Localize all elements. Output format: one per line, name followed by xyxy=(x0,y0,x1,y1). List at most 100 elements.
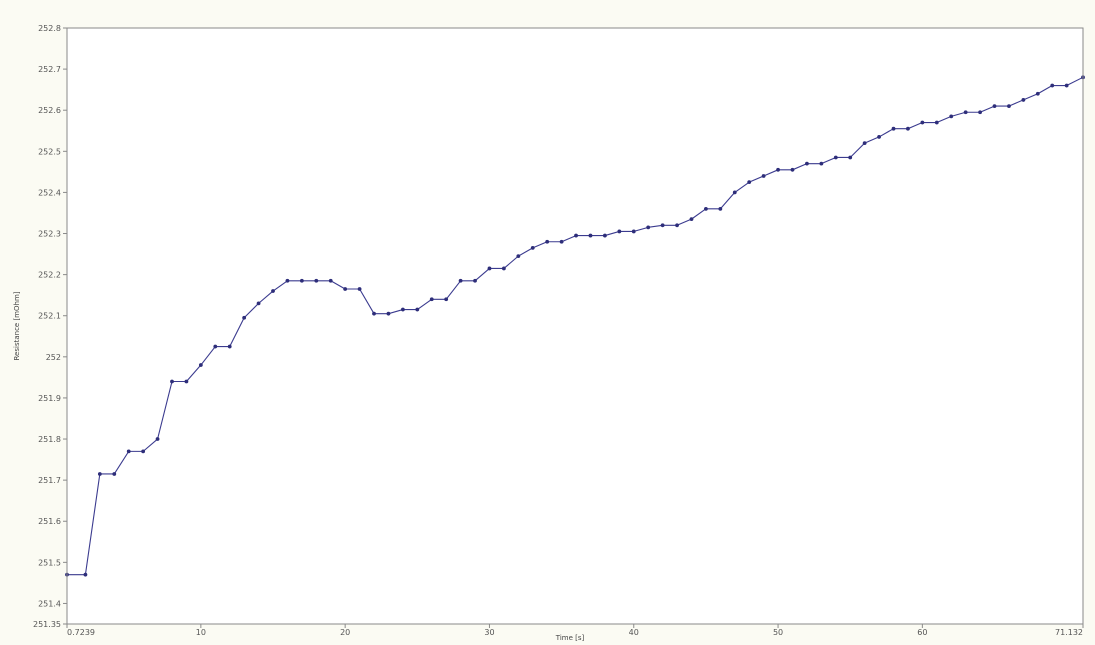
data-point xyxy=(501,266,506,271)
y-tick-label: 252 xyxy=(46,353,61,362)
data-point xyxy=(833,155,838,160)
data-point xyxy=(862,141,867,145)
y-tick-label: 252.3 xyxy=(38,230,61,239)
y-tick-label: 252.5 xyxy=(38,147,61,156)
data-point xyxy=(227,344,232,349)
y-tick-label: 251.4 xyxy=(38,599,61,608)
y-axis-label: Resistance [mOhm] xyxy=(13,291,21,360)
data-point xyxy=(83,572,88,577)
data-point xyxy=(689,217,694,222)
plot-background xyxy=(67,28,1083,624)
data-point xyxy=(256,301,261,306)
data-point xyxy=(198,363,203,367)
data-point xyxy=(805,161,809,166)
data-point xyxy=(516,254,521,259)
data-point xyxy=(372,311,376,316)
x-tick-label: 60 xyxy=(917,628,927,637)
x-axis-label: Time [s] xyxy=(555,634,585,642)
y-tick-label: 252.4 xyxy=(38,188,61,197)
data-point xyxy=(675,223,679,228)
y-tick-label: 251.7 xyxy=(38,476,61,485)
data-point xyxy=(891,126,896,131)
x-tick-label: 30 xyxy=(484,628,494,637)
data-point xyxy=(141,449,146,454)
data-point xyxy=(747,180,752,185)
data-point xyxy=(978,110,982,115)
data-point xyxy=(415,307,420,312)
series-layer xyxy=(65,75,1085,577)
data-point xyxy=(285,278,290,283)
data-point xyxy=(473,278,477,283)
data-point xyxy=(963,110,968,115)
data-point xyxy=(429,297,434,302)
data-point xyxy=(617,229,622,234)
x-tick-label: 50 xyxy=(773,628,783,637)
data-point xyxy=(660,223,665,228)
data-point xyxy=(242,315,247,320)
data-point xyxy=(1007,104,1011,108)
y-tick-label: 251.9 xyxy=(38,394,61,403)
data-point xyxy=(559,239,564,244)
data-point xyxy=(819,161,824,166)
y-tick-label: 251.5 xyxy=(38,558,61,567)
data-point xyxy=(603,233,607,238)
data-point xyxy=(761,174,766,178)
data-point xyxy=(314,278,319,283)
x-tick-label: 0.7239 xyxy=(67,628,95,637)
data-point xyxy=(271,289,275,293)
x-tick-label: 10 xyxy=(196,628,206,637)
y-tick-label: 251.8 xyxy=(38,435,61,444)
data-point xyxy=(934,120,939,125)
data-point xyxy=(1021,98,1026,102)
data-point xyxy=(126,449,131,454)
y-tick-label: 252.7 xyxy=(38,65,61,74)
y-tick-label: 251.6 xyxy=(38,517,61,526)
data-point xyxy=(487,266,492,271)
data-point xyxy=(704,206,708,211)
data-point xyxy=(299,278,304,283)
y-tick-label: 251.35 xyxy=(33,620,61,629)
axis-ticks: 251.35 251.4 251.5 251.6 251.7 251.8 251.9 252 2… xyxy=(33,24,1084,637)
data-point xyxy=(1064,83,1069,88)
data-point xyxy=(949,114,954,119)
data-point xyxy=(213,344,218,349)
data-point xyxy=(97,472,102,476)
y-tick-label: 252.6 xyxy=(38,106,61,115)
x-tick-label: 40 xyxy=(629,628,639,637)
data-point xyxy=(588,233,593,238)
data-point xyxy=(906,126,910,131)
data-point xyxy=(155,437,160,441)
data-point xyxy=(386,311,391,316)
data-point xyxy=(718,206,723,211)
plot-frame xyxy=(66,27,1084,625)
data-point xyxy=(545,239,550,244)
data-point xyxy=(1035,91,1040,96)
data-point xyxy=(1050,83,1055,88)
y-tick-label: 252.8 xyxy=(38,24,61,33)
data-point xyxy=(992,104,997,108)
data-point xyxy=(184,379,189,384)
data-point xyxy=(530,246,535,250)
data-point xyxy=(343,287,348,291)
data-point xyxy=(170,379,174,384)
data-point xyxy=(920,120,925,125)
data-point xyxy=(732,190,737,195)
x-tick-label: 20 xyxy=(340,628,350,637)
y-tick-label: 252.1 xyxy=(38,312,61,321)
data-point xyxy=(646,225,651,230)
x-tick-label: 71.132 xyxy=(1055,628,1083,637)
y-tick-label: 252.2 xyxy=(38,271,61,280)
data-point xyxy=(877,135,881,139)
data-point xyxy=(400,307,405,312)
data-point xyxy=(112,472,117,476)
data-point xyxy=(631,229,636,234)
data-point xyxy=(790,167,795,172)
data-point xyxy=(574,233,578,238)
data-point xyxy=(458,278,463,283)
data-point xyxy=(328,278,333,283)
data-point xyxy=(357,287,362,291)
data-point xyxy=(848,155,853,160)
data-point xyxy=(444,297,449,302)
